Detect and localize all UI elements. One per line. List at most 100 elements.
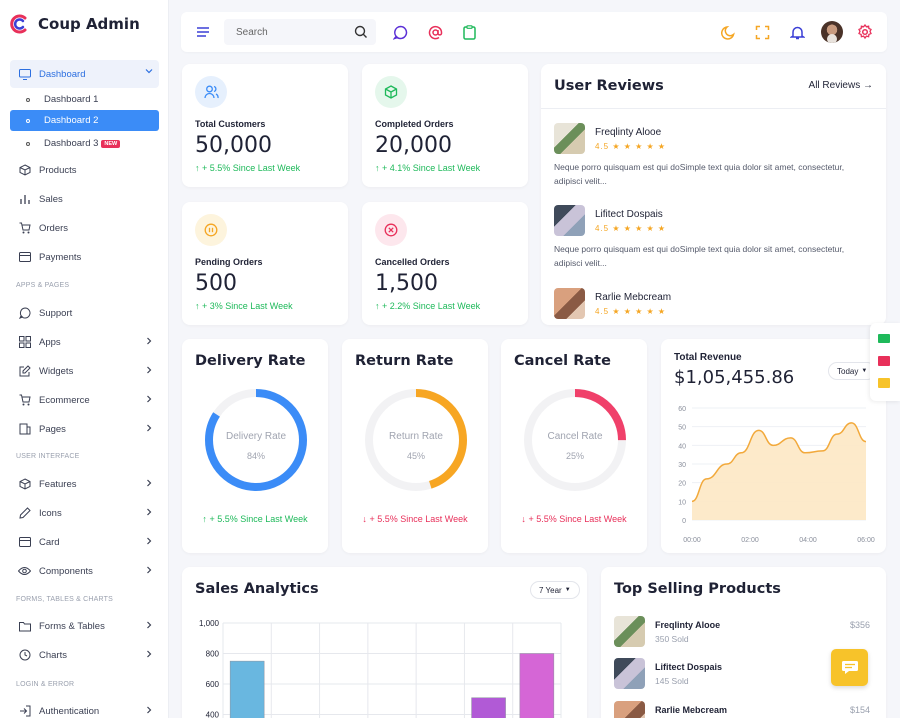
sidebar-subitem-dashboard-2[interactable]: Dashboard 2 — [10, 110, 159, 131]
review-item: Lifitect Dospais 4.5 ★ ★ ★ ★ ★ Neque por… — [554, 205, 874, 275]
chevron-right-icon — [145, 479, 153, 490]
brand-logo[interactable]: Coup Admin — [10, 14, 140, 34]
sidebar-item-authentication[interactable]: Authentication — [10, 699, 159, 718]
credit-card-icon — [18, 536, 31, 549]
menu-icon[interactable] — [194, 23, 212, 41]
message-icon — [841, 661, 858, 674]
sidebar-item-features[interactable]: Features — [10, 472, 159, 496]
top-selling-products-card: Top Selling Products Freqlinty Alooe 350… — [601, 567, 886, 718]
donut-center-label: Delivery Rate — [226, 431, 286, 442]
return-rate-card: Return Rate Return Rate 45% ↓ + 5.5% Sin… — [342, 339, 488, 553]
arrow-up-icon: ↑ — [375, 301, 383, 311]
sidebar-item-dashboard[interactable]: Dashboard — [10, 60, 159, 88]
sidebar-subitem-dashboard-3[interactable]: Dashboard 3 NEW — [10, 133, 159, 154]
sidebar-item-charts[interactable]: Charts — [10, 643, 159, 667]
sidebar: Coup Admin Dashboard Dashboard 1 Dashboa… — [0, 0, 169, 718]
clipboard-icon[interactable] — [460, 23, 478, 41]
box-icon — [18, 478, 31, 491]
card-title: Delivery Rate — [195, 353, 306, 369]
stat-change: ↑ + 4.1% Since Last Week — [375, 163, 481, 173]
star-rating: 4.5 ★ ★ ★ ★ ★ — [595, 142, 667, 151]
sidebar-item-card[interactable]: Card — [10, 530, 159, 554]
user-avatar[interactable] — [821, 21, 843, 43]
bell-icon[interactable] — [788, 23, 806, 41]
product-sold: 145 Sold — [655, 676, 689, 686]
product-item[interactable]: Lifitect Dospais 145 Sold — [614, 658, 870, 690]
y-tick-label: 0 — [682, 518, 686, 525]
settings-side-tab[interactable] — [870, 323, 900, 401]
stat-label: Completed Orders — [375, 119, 454, 129]
stat-card-completed-orders: Completed Orders 20,000 ↑ + 4.1% Since L… — [362, 64, 528, 187]
product-sold: 350 Sold — [655, 634, 689, 644]
sidebar-item-components[interactable]: Components — [10, 559, 159, 583]
sidebar-item-payments[interactable]: Payments — [10, 245, 159, 269]
x-tick-label: 04:00 — [799, 537, 817, 544]
fullscreen-icon[interactable] — [753, 23, 771, 41]
at-sign-icon[interactable] — [426, 23, 444, 41]
delivery-rate-card: Delivery Rate Delivery Rate 84% ↑ + 5.5%… — [182, 339, 328, 553]
delivery-rate-donut: Delivery Rate 84% — [205, 389, 307, 491]
card-title: Sales Analytics — [195, 581, 319, 597]
grid-icon — [18, 336, 31, 349]
review-avatar — [554, 288, 585, 319]
period-dropdown[interactable]: 7 Year ▼ — [530, 581, 580, 599]
gear-icon[interactable] — [856, 23, 874, 41]
sales-analytics-card: Sales Analytics 7 Year ▼ 1,000 800 600 400 — [182, 567, 587, 718]
sidebar-item-apps[interactable]: Apps — [10, 330, 159, 354]
revenue-area-chart: 0 10 20 30 40 50 60 00:00 02:00 04:00 06:00 — [678, 406, 875, 544]
sidebar-item-products[interactable]: Products — [10, 158, 159, 182]
sidebar-item-label: Pages — [39, 423, 66, 435]
monitor-icon — [18, 68, 31, 81]
sidebar-item-label: Card — [39, 536, 60, 548]
arrow-right-icon: → — [863, 80, 873, 91]
chat-fab-button[interactable] — [831, 649, 868, 686]
arrow-up-icon: ↑ — [195, 301, 203, 311]
bullet-icon — [26, 141, 30, 146]
donut-arc — [524, 389, 626, 491]
sidebar-item-label: Forms & Tables — [39, 620, 105, 632]
sidebar-item-icons[interactable]: Icons — [10, 501, 159, 525]
sidebar-subitem-dashboard-1[interactable]: Dashboard 1 — [10, 89, 159, 110]
sidebar-item-ecommerce[interactable]: Ecommerce — [10, 388, 159, 412]
star-rating: 4.5 ★ ★ ★ ★ ★ — [595, 224, 667, 233]
section-label-ui: USER INTERFACE — [16, 453, 80, 460]
stat-value: 500 — [195, 271, 237, 296]
product-item[interactable]: Rarlie Mebcream $154 — [614, 701, 870, 718]
brand-name: Coup Admin — [38, 15, 140, 33]
reviewer-name: Freqlinty Alooe — [595, 127, 662, 138]
search-icon[interactable] — [354, 25, 368, 44]
search-input[interactable] — [224, 19, 344, 45]
users-icon — [195, 76, 227, 108]
sidebar-item-forms-tables[interactable]: Forms & Tables — [10, 614, 159, 638]
donut-arc — [205, 389, 307, 491]
chevron-right-icon — [145, 424, 153, 435]
y-tick-label: 1,000 — [199, 619, 220, 628]
sidebar-item-label: Dashboard 1 — [44, 94, 99, 105]
arrow-up-icon: ↑ — [375, 163, 383, 173]
sidebar-item-label: Widgets — [39, 365, 74, 377]
card-title: User Reviews — [554, 78, 664, 94]
sidebar-item-widgets[interactable]: Widgets — [10, 359, 159, 383]
product-image — [614, 658, 645, 689]
all-reviews-link[interactable]: All Reviews → — [808, 80, 873, 91]
arrow-down-icon: ↓ — [362, 514, 367, 524]
chat-bubble-icon[interactable] — [391, 23, 409, 41]
product-item[interactable]: Freqlinty Alooe 350 Sold $356 — [614, 616, 870, 648]
reviewer-name: Rarlie Mebcream — [595, 292, 672, 303]
sidebar-item-support[interactable]: Support — [10, 301, 159, 325]
sidebar-item-pages[interactable]: Pages — [10, 417, 159, 441]
x-tick-label: 00:00 — [683, 537, 701, 544]
product-price: $154 — [849, 705, 870, 715]
rate-change: ↑ + 5.5% Since Last Week — [202, 514, 308, 524]
arrow-down-icon: ↓ — [521, 514, 526, 524]
product-name: Lifitect Dospais — [655, 662, 723, 672]
sidebar-item-sales[interactable]: Sales — [10, 187, 159, 211]
y-tick-label: 800 — [206, 650, 220, 659]
moon-icon[interactable] — [719, 23, 737, 41]
top-header — [181, 12, 887, 52]
sidebar-item-orders[interactable]: Orders — [10, 216, 159, 240]
cancel-rate-donut: Cancel Rate 25% — [524, 389, 626, 491]
revenue-line — [691, 422, 867, 503]
stat-label: Cancelled Orders — [375, 257, 450, 267]
note-icon — [878, 378, 890, 388]
